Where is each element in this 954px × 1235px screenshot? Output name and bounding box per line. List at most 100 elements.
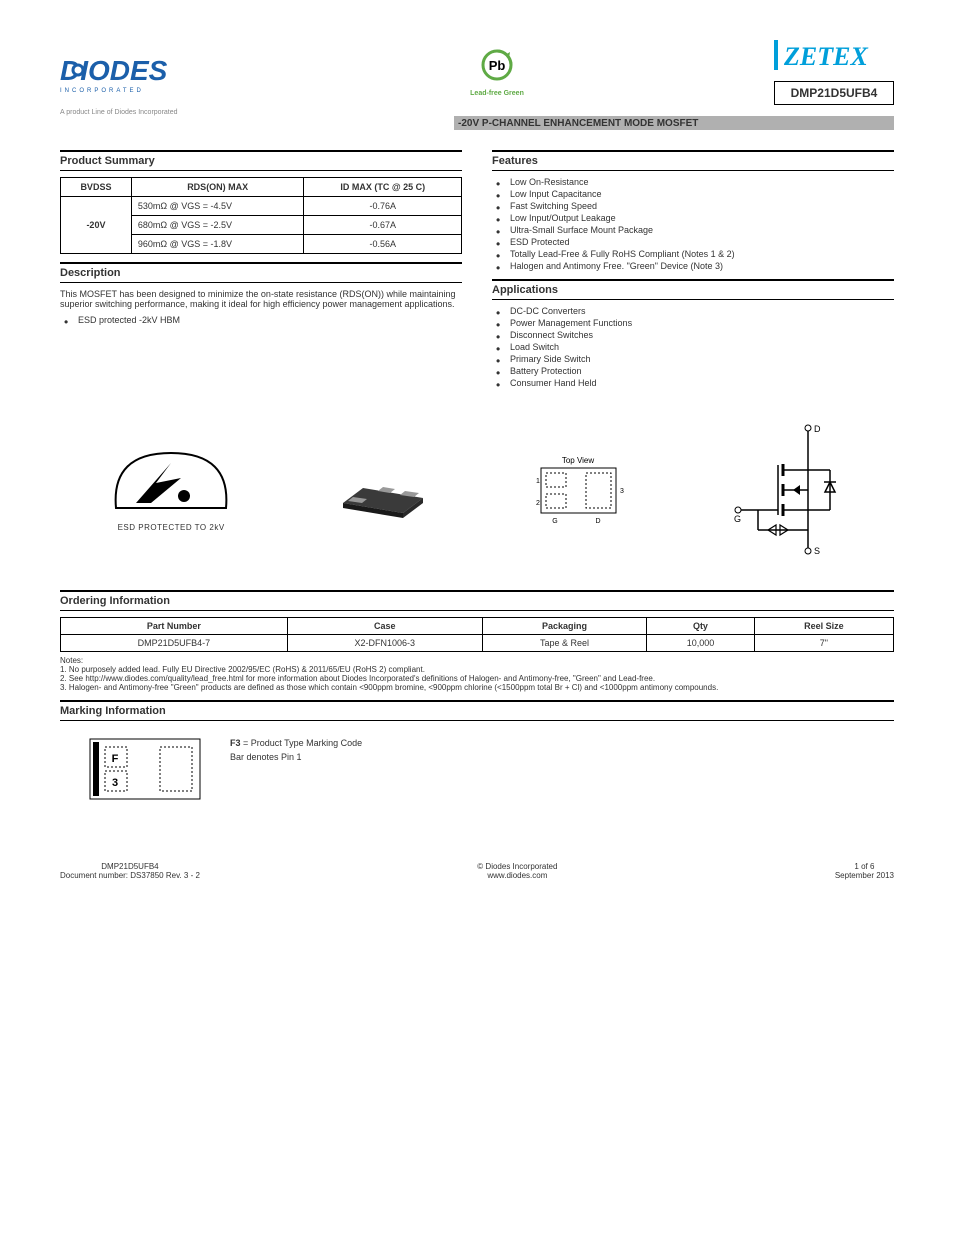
th: Packaging	[482, 618, 646, 635]
header: DIODES INCORPORATED Pb Lead-free Green Z…	[60, 40, 894, 105]
svg-text:S: S	[814, 546, 820, 556]
description-heading: Description	[60, 262, 462, 283]
footer-date: September 2013	[835, 871, 894, 880]
features-list: Low On-Resistance Low Input Capacitance …	[492, 177, 894, 271]
list-item: Primary Side Switch	[496, 354, 894, 364]
cell-id: -0.67A	[304, 216, 462, 235]
title-main: P-CHANNEL ENHANCEMENT MODE MOSFET	[482, 118, 698, 129]
marking-row: F 3 F3 = Product Type Marking Code Bar d…	[60, 729, 894, 812]
diodes-logo: DIODES INCORPORATED	[60, 52, 220, 94]
th-bvdss: BVDSS	[61, 178, 132, 197]
figures-row: ESD PROTECTED TO 2kV Top View 1 2 3 G . …	[60, 420, 894, 560]
main-two-col: Product Summary BVDSS RDS(ON) MAX ID MAX…	[60, 142, 894, 390]
table-row: -20V 530mΩ @ VGS = -4.5V -0.76A	[61, 197, 462, 216]
list-item: Battery Protection	[496, 366, 894, 376]
list-item: ESD protected -2kV HBM	[64, 315, 462, 325]
marking-diagram: F 3	[60, 729, 210, 812]
esd-badge: ESD PROTECTED TO 2kV	[106, 448, 236, 532]
svg-text:1: 1	[536, 478, 540, 485]
ordering-table: Part Number Case Packaging Qty Reel Size…	[60, 617, 894, 652]
pb-free-logo: Pb Lead-free Green	[470, 49, 524, 97]
cell: DMP21D5UFB4-7	[61, 635, 288, 652]
list-item: Power Management Functions	[496, 318, 894, 328]
footer-center: © Diodes Incorporated www.diodes.com	[477, 862, 557, 880]
zetex-logo: ZETEX DMP21D5UFB4	[774, 40, 894, 105]
list-item: Totally Lead-Free & Fully RoHS Compliant…	[496, 249, 894, 259]
list-item: Low Input/Output Leakage	[496, 213, 894, 223]
product-summary-table: BVDSS RDS(ON) MAX ID MAX (TC @ 25 C) -20…	[60, 177, 462, 254]
description-bullets: ESD protected -2kV HBM	[60, 315, 462, 325]
notes-block: Notes: 1. No purposely added lead. Fully…	[60, 656, 894, 692]
schematic-icon: D G S	[718, 420, 848, 560]
svg-text:F: F	[112, 753, 119, 765]
th-rdson: RDS(ON) MAX	[131, 178, 304, 197]
cell: 7"	[754, 635, 893, 652]
table-row: Part Number Case Packaging Qty Reel Size	[61, 618, 894, 635]
note-3: 3. Halogen- and Antimony-free "Green" pr…	[60, 683, 718, 692]
footer-part: DMP21D5UFB4	[60, 862, 200, 871]
list-item: Low On-Resistance	[496, 177, 894, 187]
left-col: Product Summary BVDSS RDS(ON) MAX ID MAX…	[60, 142, 462, 390]
company-subline: A product Line of Diodes Incorporated	[60, 109, 894, 116]
list-item: Fast Switching Speed	[496, 201, 894, 211]
list-item: ESD Protected	[496, 237, 894, 247]
list-item: DC-DC Converters	[496, 306, 894, 316]
marking-legend: F3 = Product Type Marking Code Bar denot…	[230, 729, 362, 764]
page-footer: DMP21D5UFB4 Document number: DS37850 Rev…	[60, 862, 894, 880]
list-item: Load Switch	[496, 342, 894, 352]
cell: X2-DFN1006-3	[287, 635, 482, 652]
marking-bar-line: Bar denotes Pin 1	[230, 751, 362, 765]
pb-free-label: Lead-free Green	[470, 90, 524, 97]
th: Reel Size	[754, 618, 893, 635]
right-col: Features Low On-Resistance Low Input Cap…	[492, 142, 894, 390]
features-heading: Features	[492, 150, 894, 171]
footer-left: DMP21D5UFB4 Document number: DS37850 Rev…	[60, 862, 200, 880]
footer-doc: Document number: DS37850 Rev. 3 - 2	[60, 871, 200, 880]
cell: Tape & Reel	[482, 635, 646, 652]
esd-label: ESD PROTECTED TO 2kV	[106, 523, 236, 532]
footer-url: www.diodes.com	[477, 871, 557, 880]
title-bar: -20V P-CHANNEL ENHANCEMENT MODE MOSFET	[454, 116, 894, 130]
cell-rds: 530mΩ @ VGS = -4.5V	[131, 197, 304, 216]
cell-rds: 960mΩ @ VGS = -1.8V	[131, 235, 304, 254]
marking-heading: Marking Information	[60, 700, 894, 721]
table-row: BVDSS RDS(ON) MAX ID MAX (TC @ 25 C)	[61, 178, 462, 197]
package-topview: Top View 1 2 3 G . D	[531, 453, 626, 528]
svg-text:Top View: Top View	[561, 456, 594, 465]
th: Case	[287, 618, 482, 635]
cell-id: -0.56A	[304, 235, 462, 254]
list-item: Consumer Hand Held	[496, 378, 894, 388]
list-item: Halogen and Antimony Free. "Green" Devic…	[496, 261, 894, 271]
th-id: ID MAX (TC @ 25 C)	[304, 178, 462, 197]
svg-text:D: D	[595, 518, 600, 525]
package-3d-icon	[328, 458, 438, 523]
table-row: DMP21D5UFB4-7 X2-DFN1006-3 Tape & Reel 1…	[61, 635, 894, 652]
svg-text:2: 2	[536, 500, 540, 507]
title-row: A product Line of Diodes Incorporated -2…	[60, 109, 894, 130]
svg-text:Pb: Pb	[489, 58, 506, 73]
note-2: 2. See http://www.diodes.com/quality/lea…	[60, 674, 655, 683]
cell-id: -0.76A	[304, 197, 462, 216]
svg-text:INCORPORATED: INCORPORATED	[60, 88, 144, 94]
svg-text:3: 3	[620, 488, 624, 495]
note-1: 1. No purposely added lead. Fully EU Dir…	[60, 665, 425, 674]
applications-list: DC-DC Converters Power Management Functi…	[492, 306, 894, 388]
svg-text:G: G	[552, 518, 557, 525]
footer-page: 1 of 6	[835, 862, 894, 871]
list-item: Disconnect Switches	[496, 330, 894, 340]
marking-code-line: F3 = Product Type Marking Code	[230, 737, 362, 751]
ordering-heading: Ordering Information	[60, 590, 894, 611]
list-item: Ultra-Small Surface Mount Package	[496, 225, 894, 235]
th: Qty	[647, 618, 754, 635]
svg-text:D: D	[814, 424, 821, 434]
svg-text:G: G	[734, 514, 741, 524]
applications-heading: Applications	[492, 279, 894, 300]
list-item: Low Input Capacitance	[496, 189, 894, 199]
title-voltage: -20V	[458, 118, 479, 129]
description-text: This MOSFET has been designed to minimiz…	[60, 289, 462, 309]
footer-right: 1 of 6 September 2013	[835, 862, 894, 880]
cell-bvdss: -20V	[61, 197, 132, 254]
cell: 10,000	[647, 635, 754, 652]
part-number-box: DMP21D5UFB4	[774, 81, 894, 105]
footer-copy: © Diodes Incorporated	[477, 862, 557, 871]
